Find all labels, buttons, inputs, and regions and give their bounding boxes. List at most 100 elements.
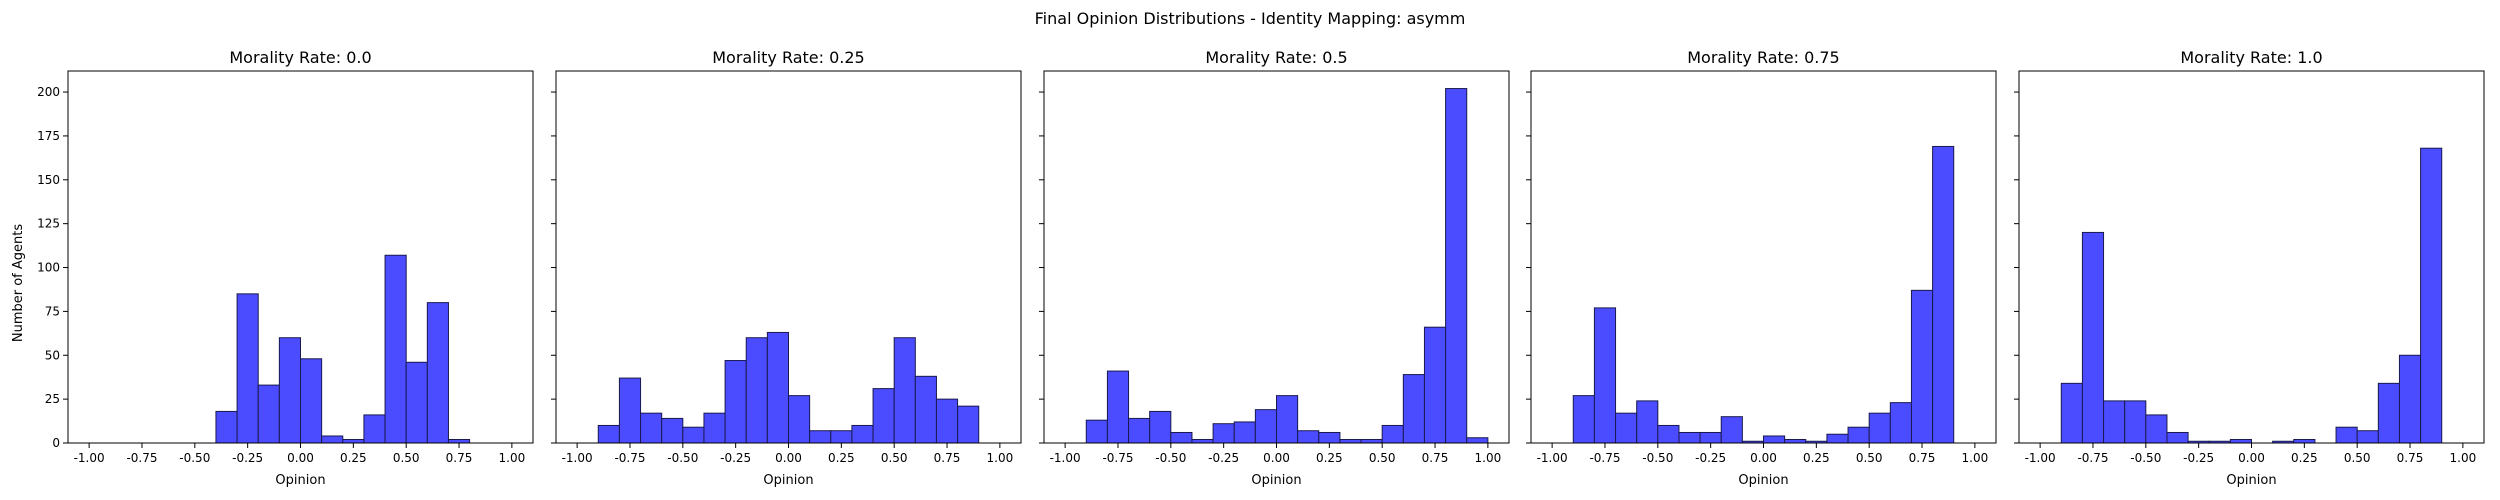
x-tick-label: 0.50	[1369, 451, 1396, 465]
x-tick-label: 0.75	[1422, 451, 1449, 465]
x-tick-label: 0.00	[2238, 451, 2265, 465]
histogram-bar	[1868, 412, 1891, 444]
subplot-title: Morality Rate: 0.25	[712, 48, 864, 67]
x-tick-label: -1.00	[2025, 451, 2056, 465]
histogram-bar	[640, 412, 663, 444]
histogram-bar	[1339, 438, 1362, 444]
histogram-bar	[1910, 289, 1934, 444]
histogram-bar	[257, 384, 280, 444]
subplot-panels: -1.00 -0.75 -0.50 -0.25 0.00 0.25 0.50 0.75 1.00…	[37, 48, 2485, 488]
x-tick-label: -0.25	[1208, 451, 1239, 465]
x-tick-label: -0.50	[1642, 451, 1673, 465]
histogram-bar	[914, 375, 937, 444]
histogram-bar	[830, 430, 853, 444]
histogram-bar	[384, 254, 407, 444]
x-tick-label: -0.75	[1589, 451, 1620, 465]
histogram-bar	[935, 398, 959, 444]
x-tick-label: 1.00	[1475, 451, 1502, 465]
x-tick-label: 1.00	[499, 451, 526, 465]
x-axis-label: Opinion	[2226, 473, 2276, 488]
histogram-bar	[1932, 145, 1955, 444]
histogram-bar	[2293, 438, 2316, 444]
subplot-3: -1.00 -0.75 -0.50 -0.25 0.00 0.25 0.50 0.75 1.00…	[1039, 48, 1510, 488]
histogram-bar	[2335, 426, 2358, 444]
histogram-bar	[2145, 414, 2168, 444]
histogram-bar	[724, 360, 747, 444]
x-tick-label: -0.75	[126, 451, 157, 465]
x-tick-label: -0.50	[1155, 451, 1186, 465]
x-axis-label: Opinion	[1251, 473, 1301, 488]
x-tick-label: -1.00	[1537, 451, 1568, 465]
histogram-bar	[278, 337, 301, 444]
histogram-bar	[1636, 400, 1659, 444]
y-tick-label: 0	[52, 436, 60, 450]
x-tick-label: -0.25	[2183, 451, 2214, 465]
histogram-bar	[1615, 412, 1638, 444]
x-tick-label: 0.25	[1803, 451, 1830, 465]
x-tick-label: 0.50	[2344, 451, 2371, 465]
subplot-2: -1.00 -0.75 -0.50 -0.25 0.00 0.25 0.50 0.75 1.00…	[551, 48, 1022, 488]
x-tick-label: 0.75	[934, 451, 961, 465]
histogram-bar	[405, 361, 428, 444]
y-tick-label: 125	[37, 217, 60, 231]
histogram-bar	[1763, 435, 1786, 444]
y-tick-label: 100	[37, 261, 60, 275]
y-tick-label: 50	[45, 348, 60, 362]
x-tick-label: 0.25	[1316, 451, 1343, 465]
histogram-bar	[2081, 231, 2105, 444]
histogram-bar	[1847, 426, 1870, 444]
x-tick-label: 0.75	[2397, 451, 2424, 465]
histogram-bar	[2398, 354, 2422, 444]
histogram-bar	[363, 414, 386, 444]
subplot-title: Morality Rate: 0.75	[1687, 48, 1839, 67]
histogram-bar	[1445, 88, 1468, 444]
histogram-bar	[1381, 424, 1404, 444]
x-tick-label: 0.50	[1856, 451, 1883, 465]
x-axis-label: Opinion	[1738, 473, 1788, 488]
histogram-bar	[766, 331, 789, 444]
x-tick-label: 0.75	[446, 451, 473, 465]
y-tick-label: 25	[45, 392, 60, 406]
histogram-bar	[703, 412, 726, 444]
histogram-bar	[1699, 431, 1722, 444]
x-tick-label: -0.25	[720, 451, 751, 465]
x-tick-label: -0.50	[2130, 451, 2161, 465]
x-tick-label: 0.00	[287, 451, 314, 465]
x-tick-label: 1.00	[2450, 451, 2477, 465]
histogram-bar	[788, 395, 811, 444]
subplot-1: -1.00 -0.75 -0.50 -0.25 0.00 0.25 0.50 0.75 1.00…	[37, 48, 534, 488]
histogram-bar	[1657, 424, 1680, 444]
subplot-title: Morality Rate: 0.0	[229, 48, 371, 67]
histogram-bar	[2356, 430, 2379, 444]
histogram-bar	[1360, 438, 1383, 444]
x-tick-label: -1.00	[74, 451, 105, 465]
histogram-bar	[426, 302, 449, 444]
x-tick-label: 0.75	[1909, 451, 1936, 465]
histogram-bar	[1678, 431, 1701, 444]
x-tick-label: 0.25	[828, 451, 855, 465]
histogram-bar	[1149, 410, 1172, 444]
y-tick-label: 150	[37, 173, 60, 187]
histogram-bar	[236, 293, 259, 444]
histogram-bar	[618, 377, 642, 444]
histogram-bar	[1889, 402, 1912, 444]
histogram-bar	[1128, 417, 1151, 444]
histogram-bar	[851, 424, 874, 444]
histogram-bar	[661, 417, 684, 444]
histogram-bar	[1826, 433, 1849, 444]
subplot-title: Morality Rate: 0.5	[1205, 48, 1347, 67]
histogram-bar	[1085, 419, 1108, 444]
histogram-bar	[893, 337, 916, 444]
histogram-bar	[957, 405, 980, 444]
histogram-bar	[809, 430, 832, 444]
histogram-bar	[2124, 400, 2147, 444]
histogram-bar	[2229, 438, 2253, 444]
histogram-bar	[342, 438, 365, 444]
subplot-title: Morality Rate: 1.0	[2180, 48, 2322, 67]
y-tick-label: 200	[37, 85, 60, 99]
x-tick-label: 0.00	[1263, 451, 1290, 465]
x-axis-label: Opinion	[275, 473, 325, 488]
histogram-bar	[321, 435, 344, 444]
histogram-bar	[1276, 395, 1299, 444]
y-tick-label: 175	[37, 129, 60, 143]
